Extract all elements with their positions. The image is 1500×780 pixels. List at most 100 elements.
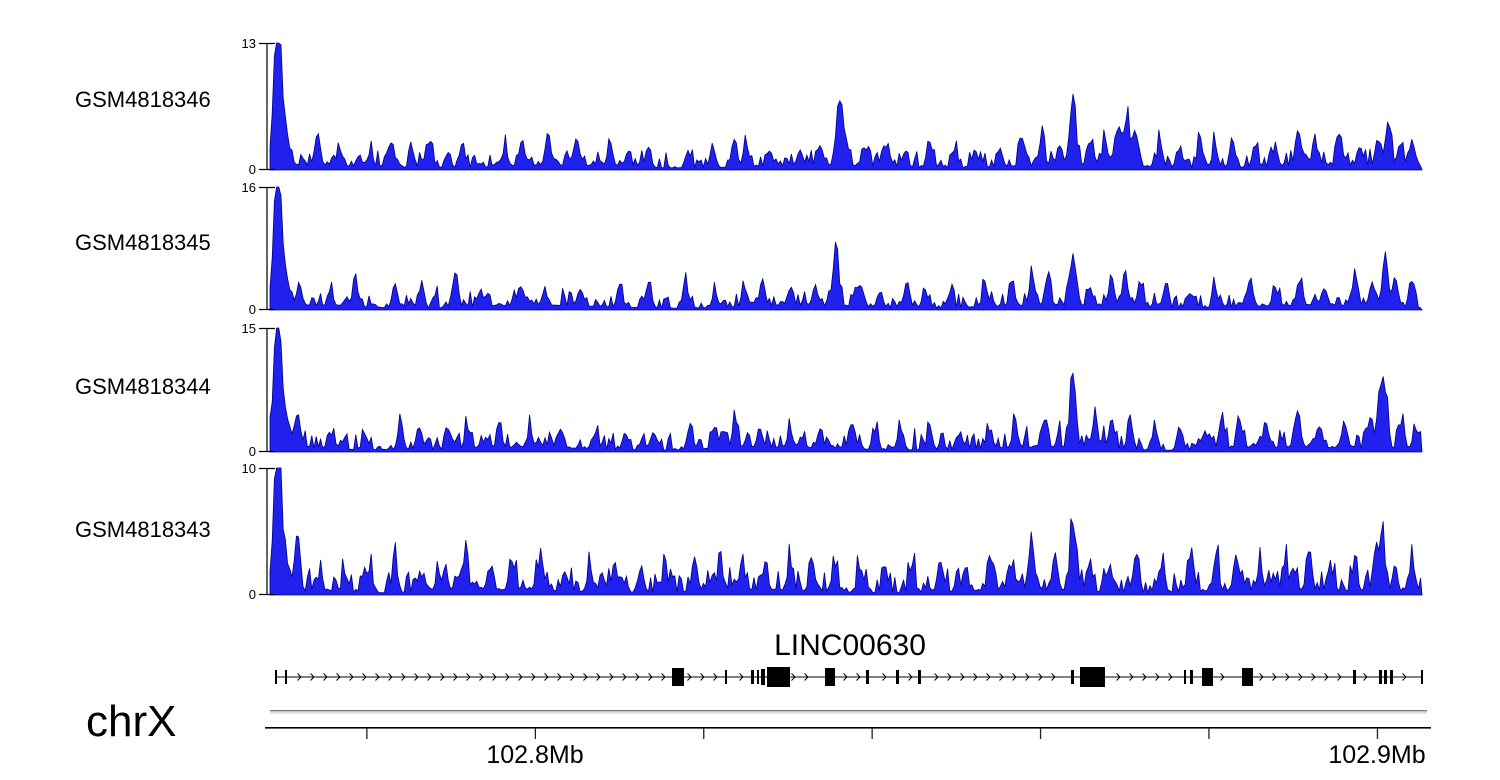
strand-arrow-icon [1025, 673, 1030, 681]
strand-arrow-icon [427, 673, 432, 681]
signal-area-GSM4818346 [269, 42, 1423, 171]
signal-area-GSM4818343 [269, 467, 1423, 596]
strand-arrow-icon [960, 673, 965, 681]
gene-name-label: LINC00630 [774, 629, 926, 662]
strand-arrow-icon [739, 673, 744, 681]
exon-block [1384, 670, 1387, 684]
genome-axis-tick [1208, 728, 1210, 739]
chromosome-label: chrX [86, 697, 176, 746]
y-axis-max-label-3: 15 [242, 321, 256, 336]
y-axis-zero-label-3: 0 [249, 444, 256, 459]
generated-graphics [259, 42, 1431, 739]
exon-block [767, 667, 790, 687]
strand-arrow-icon [453, 673, 458, 681]
exon-block [1242, 668, 1253, 686]
exon-block [1184, 670, 1186, 684]
y-axis-max-label-2: 16 [242, 180, 256, 195]
y-axis-bracket-GSM4818346 [259, 42, 275, 171]
strand-arrow-icon [986, 673, 991, 681]
strand-arrow-icon [362, 673, 367, 681]
strand-arrow-icon [1324, 673, 1329, 681]
strand-arrow-icon [973, 673, 978, 681]
strand-arrow-icon [401, 673, 406, 681]
strand-arrow-icon [466, 673, 471, 681]
y-axis-bracket-GSM4818343 [259, 467, 275, 596]
strand-arrow-icon [583, 673, 588, 681]
strand-arrow-icon [1129, 673, 1134, 681]
genome-axis-tick [1039, 728, 1042, 739]
exon-block [866, 670, 869, 684]
strand-arrow-icon [1298, 673, 1303, 681]
genome-axis-tick [534, 728, 536, 739]
exon-block [1080, 667, 1105, 687]
exon-block [725, 670, 727, 684]
y-axis-bracket-GSM4818345 [259, 186, 275, 311]
strand-arrow-icon [856, 673, 861, 681]
strand-arrow-icon [1155, 673, 1160, 681]
exon-block [918, 670, 921, 684]
strand-arrow-icon [1363, 673, 1368, 681]
y-axis-zero-label-1: 0 [249, 162, 256, 177]
y-axis-zero-label-4: 0 [249, 587, 256, 602]
strand-arrow-icon [1142, 673, 1147, 681]
exon-block [285, 670, 287, 684]
y-axis-max-label-4: 10 [242, 461, 256, 476]
exon-block [1390, 670, 1393, 684]
strand-arrow-icon [492, 673, 497, 681]
strand-arrow-icon [349, 673, 354, 681]
strand-arrow-icon [544, 673, 549, 681]
exon-block [1202, 668, 1213, 686]
strand-arrow-icon [908, 673, 913, 681]
strand-arrow-icon [635, 673, 640, 681]
signal-area-GSM4818344 [269, 327, 1423, 453]
strand-arrow-icon [1051, 673, 1056, 681]
exon-block [751, 670, 754, 684]
strand-arrow-icon [999, 673, 1004, 681]
strand-arrow-icon [323, 673, 328, 681]
strand-arrow-icon [414, 673, 419, 681]
strand-arrow-icon [713, 673, 718, 681]
track-label-4: GSM4818343 [75, 517, 211, 542]
strand-arrow-icon [882, 673, 887, 681]
strand-arrow-icon [1038, 673, 1043, 681]
exon-block [1421, 670, 1423, 684]
exon-block [825, 668, 835, 686]
track-label-1: GSM4818346 [75, 87, 211, 112]
strand-arrow-icon [1259, 673, 1264, 681]
y-axis-zero-label-2: 0 [249, 302, 256, 317]
strand-arrow-icon [557, 673, 562, 681]
strand-arrow-icon [1220, 673, 1225, 681]
strand-arrow-icon [375, 673, 380, 681]
strand-arrow-icon [1116, 673, 1121, 681]
exon-block [761, 669, 765, 685]
axis-tick-label-102-8: 102.8Mb [486, 741, 583, 769]
strand-arrow-icon [1311, 673, 1316, 681]
strand-arrow-icon [1012, 673, 1017, 681]
strand-arrow-icon [1272, 673, 1277, 681]
strand-arrow-icon [609, 673, 614, 681]
strand-arrow-icon [1168, 673, 1173, 681]
strand-arrow-icon [479, 673, 484, 681]
exon-block [275, 670, 277, 684]
strand-arrow-icon [843, 673, 848, 681]
exon-block [672, 668, 684, 686]
strand-arrow-icon [518, 673, 523, 681]
y-axis-bracket-GSM4818344 [259, 327, 275, 453]
strand-arrow-icon [661, 673, 666, 681]
exon-block [1353, 670, 1356, 684]
strand-arrow-icon [531, 673, 536, 681]
strand-arrow-icon [570, 673, 575, 681]
strand-arrow-icon [947, 673, 952, 681]
exon-block [896, 670, 899, 684]
strand-arrow-icon [791, 673, 796, 681]
strand-arrow-icon [596, 673, 601, 681]
axis-upper-line [270, 710, 1427, 712]
strand-arrow-icon [388, 673, 393, 681]
exon-block [1071, 670, 1074, 684]
strand-arrow-icon [310, 673, 315, 681]
genome-axis-tick [366, 728, 368, 739]
signal-area-GSM4818345 [269, 186, 1423, 311]
strand-arrow-icon [804, 673, 809, 681]
axis-tick-label-102-9: 102.9Mb [1328, 741, 1425, 769]
